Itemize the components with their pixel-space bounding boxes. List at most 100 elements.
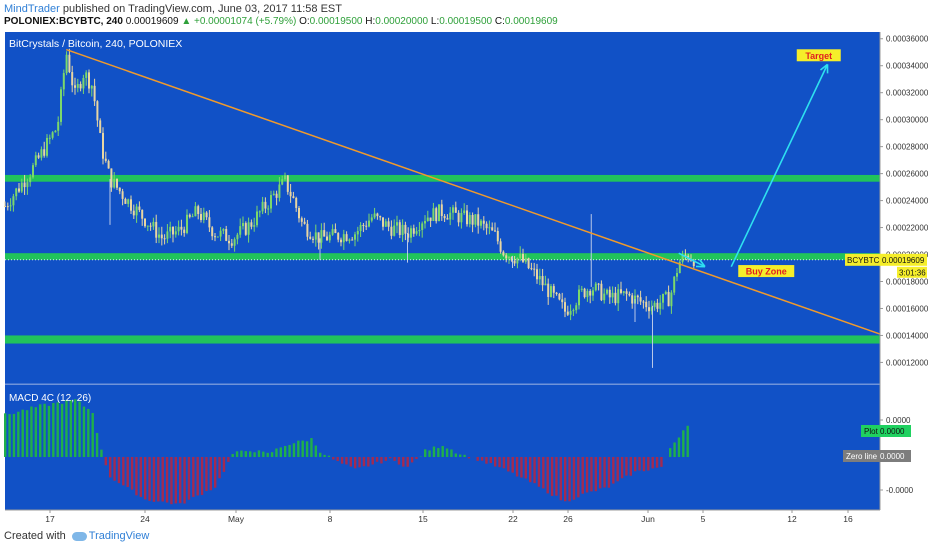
macd-bar xyxy=(327,455,331,457)
candle-body xyxy=(482,220,485,224)
macd-bar xyxy=(113,457,116,481)
trendline xyxy=(66,48,881,335)
macd-bar xyxy=(192,457,195,497)
price-change: ▲ +0.00001074 (+5.79%) xyxy=(181,16,297,27)
candle-body xyxy=(348,239,351,241)
candle-body xyxy=(4,205,6,207)
candle-body xyxy=(264,201,267,209)
candle-body xyxy=(158,234,160,238)
candle-body xyxy=(216,236,219,238)
macd-bar xyxy=(362,457,366,467)
macd-y-tick-label: -0.0000 xyxy=(886,486,914,495)
tradingview-brand[interactable]: TradingView xyxy=(88,530,150,542)
macd-bar xyxy=(402,457,405,467)
y-tick-label: 0.00034000 xyxy=(886,62,929,71)
candle-body xyxy=(267,208,270,210)
candle-body xyxy=(99,120,102,133)
macd-bar xyxy=(441,446,444,457)
target-label: Target xyxy=(805,51,832,61)
y-tick-label: 0.00012000 xyxy=(886,358,929,367)
candle-body xyxy=(194,206,197,217)
macd-bar xyxy=(550,457,554,496)
macd-bar xyxy=(25,410,29,457)
candle-body xyxy=(536,269,538,280)
candle-body xyxy=(200,214,202,221)
macd-bar xyxy=(235,451,239,457)
macd-bar xyxy=(39,404,42,457)
candle-body xyxy=(606,289,608,294)
candle-body xyxy=(564,302,566,312)
pane-divider xyxy=(5,383,880,385)
macd-bar xyxy=(625,457,628,476)
candle-body xyxy=(127,199,130,204)
candle-body xyxy=(9,205,12,207)
candle-body xyxy=(356,231,359,235)
candle-body xyxy=(96,101,99,121)
footer: Created with TradingView xyxy=(4,530,149,542)
macd-bar xyxy=(17,411,20,457)
macd-bar xyxy=(144,457,147,500)
candle-body xyxy=(575,305,578,311)
macd-bar xyxy=(262,451,265,457)
macd-bar xyxy=(332,457,335,460)
close-label: C: xyxy=(494,16,505,27)
candle-body xyxy=(116,178,118,188)
candle-body xyxy=(236,234,239,240)
candle-body xyxy=(6,206,9,208)
macd-bar xyxy=(222,457,226,472)
macd-bar xyxy=(612,457,615,484)
candle-body xyxy=(138,206,141,210)
candle-body xyxy=(566,311,569,315)
candle-body xyxy=(648,307,650,312)
candle-body xyxy=(466,210,468,225)
macd-bar xyxy=(205,457,208,492)
candle-body xyxy=(303,221,306,224)
candle-body xyxy=(214,236,216,238)
candle-body xyxy=(424,220,426,224)
candle-body xyxy=(93,85,96,102)
candle-body xyxy=(160,234,163,239)
candle-body xyxy=(186,214,188,233)
macd-zero-tag-bg xyxy=(843,450,911,462)
macd-bar xyxy=(634,457,637,472)
macd-bar xyxy=(231,454,234,457)
macd-bar xyxy=(78,401,81,457)
macd-bar xyxy=(100,449,103,457)
candle-body xyxy=(426,217,429,221)
macd-bar xyxy=(410,457,414,463)
candle-body xyxy=(410,228,412,238)
candle-body xyxy=(642,301,645,303)
macd-bar xyxy=(384,457,388,461)
macd-bar xyxy=(69,400,73,457)
candle-body xyxy=(113,178,116,188)
macd-bar xyxy=(590,457,593,492)
candle-body xyxy=(298,207,300,219)
candle-body xyxy=(611,292,614,298)
macd-bar xyxy=(196,457,199,496)
macd-bar xyxy=(424,449,427,457)
x-tick-label: Jun xyxy=(641,514,655,524)
candle-body xyxy=(625,291,628,294)
candle-body xyxy=(645,301,648,308)
macd-bar xyxy=(489,457,493,464)
candle-body xyxy=(524,258,527,262)
macd-bar xyxy=(65,400,68,457)
author-link[interactable]: MindTrader xyxy=(4,3,60,15)
candle-body xyxy=(79,84,82,89)
macd-bar xyxy=(214,457,217,488)
candle-body xyxy=(54,130,57,133)
candle-body xyxy=(135,206,138,216)
macd-bar xyxy=(126,457,129,488)
macd-bar xyxy=(498,457,501,468)
price-chart[interactable]: Target Buy Zone BitCrystals / Bitcoin, 240… xyxy=(0,30,932,526)
candle-body xyxy=(550,286,552,297)
macd-bar xyxy=(577,457,580,498)
candle-body xyxy=(149,225,152,227)
candle-body xyxy=(15,188,18,197)
macd-bar xyxy=(227,457,230,462)
candle-body xyxy=(40,149,43,158)
candle-body xyxy=(463,210,466,214)
candle-body xyxy=(454,207,457,213)
macd-bar xyxy=(270,452,274,457)
macd-bar xyxy=(323,454,326,457)
